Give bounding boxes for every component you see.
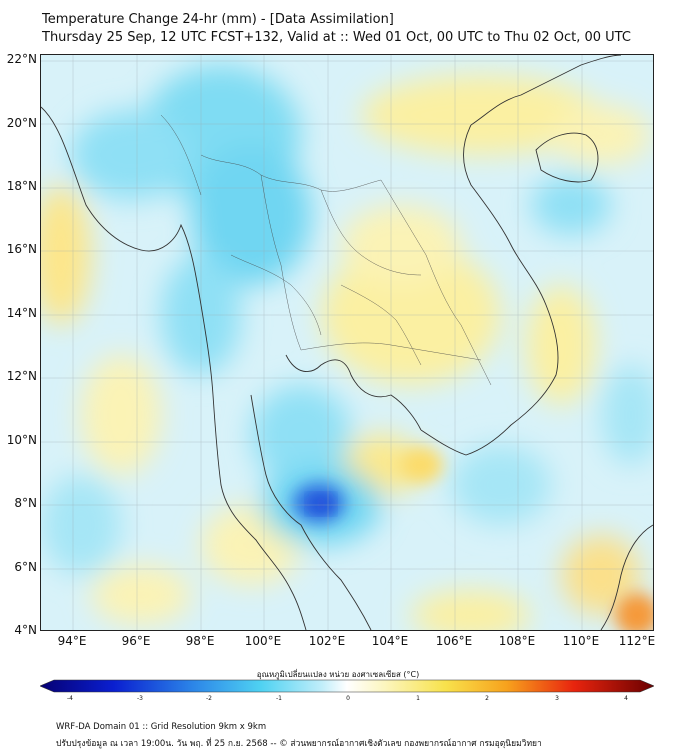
lon-label: 108°E	[498, 634, 536, 648]
map-title: Temperature Change 24-hr (mm) - [Data As…	[42, 12, 394, 27]
lat-label: 22°N	[6, 52, 37, 66]
temperature-field-map	[41, 55, 653, 630]
map-panel	[40, 54, 654, 631]
colorbar-tick: -2	[206, 695, 212, 702]
colorbar-tick: 4	[624, 695, 628, 702]
lon-label: 102°E	[308, 634, 346, 648]
map-subtitle: Thursday 25 Sep, 12 UTC FCST+132, Valid …	[42, 30, 631, 45]
colorbar-tick: -1	[276, 695, 282, 702]
colorbar-tick: -3	[137, 695, 143, 702]
lat-label: 18°N	[6, 179, 37, 193]
footer-resolution: WRF-DA Domain 01 :: Grid Resolution 9km …	[56, 722, 267, 732]
colorbar-tick: 3	[555, 695, 559, 702]
colorbar-tick: 0	[346, 695, 350, 702]
colorbar-tick: 1	[416, 695, 420, 702]
colorbar	[40, 679, 654, 693]
lon-label: 106°E	[435, 634, 473, 648]
lat-label: 8°N	[14, 496, 37, 510]
colorbar-title: อุณหภูมิเปลี่ยนแปลง หน่วย องศาเซลเซียส (…	[256, 670, 420, 679]
lon-label: 110°E	[562, 634, 600, 648]
footer-credit: ปรับปรุงข้อมูล ณ เวลา 19:00น. วัน พฤ. ที…	[56, 739, 542, 749]
lat-label: 10°N	[6, 433, 37, 447]
lat-label: 16°N	[6, 242, 37, 256]
lon-label: 96°E	[121, 634, 151, 648]
graticule	[41, 55, 653, 630]
lon-label: 100°E	[244, 634, 282, 648]
temperature-field	[41, 65, 653, 630]
lat-label: 4°N	[14, 623, 37, 637]
borders	[160, 114, 492, 386]
lat-label: 6°N	[14, 560, 37, 574]
lat-label: 12°N	[6, 369, 37, 383]
coastlines	[41, 55, 653, 630]
lon-label: 112°E	[618, 634, 656, 648]
lon-label: 94°E	[57, 634, 87, 648]
lon-label: 104°E	[371, 634, 409, 648]
lat-label: 20°N	[6, 116, 37, 130]
lat-label: 14°N	[6, 306, 37, 320]
lon-label: 98°E	[185, 634, 215, 648]
colorbar-tick: 2	[485, 695, 489, 702]
colorbar-tick: -4	[67, 695, 73, 702]
